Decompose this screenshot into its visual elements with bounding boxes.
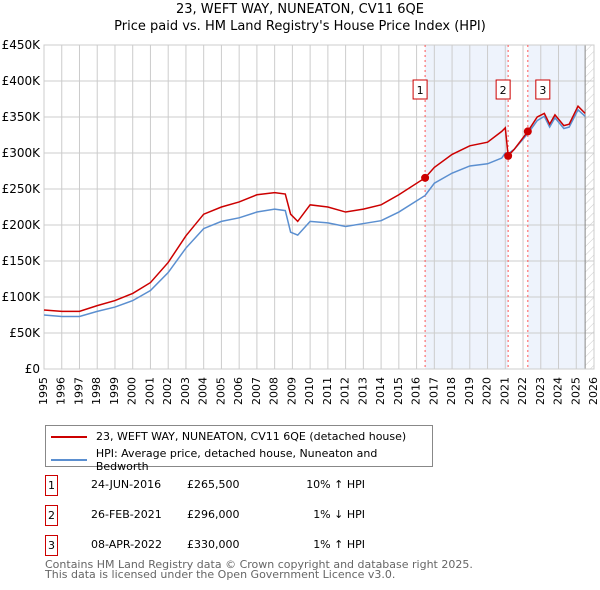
legend-property-label: 23, WEFT WAY, NUNEATON, CV11 6QE (detach…: [96, 430, 407, 443]
x-tick-label: 2002: [161, 377, 174, 405]
transaction-row: 2 26-FEB-2021 £296,000 1% ↓ HPI: [45, 505, 445, 526]
x-tick-label: 2006: [232, 377, 245, 405]
sale-label-box: [535, 79, 551, 100]
sale-point: [504, 151, 513, 160]
forecast-hatch: [585, 45, 594, 369]
x-tick-label: 2015: [392, 377, 405, 405]
transaction-price: £265,500: [187, 478, 240, 491]
transaction-row: 1 24-JUN-2016 £265,500 10% ↑ HPI: [45, 475, 445, 496]
x-tick-label: 2016: [410, 377, 423, 405]
footer-licence: This data is licensed under the Open Gov…: [45, 568, 396, 581]
sale-label-box: [495, 79, 511, 100]
x-tick-label: 2018: [445, 377, 458, 405]
x-tick-label: 2010: [303, 377, 316, 405]
price-chart: 1995 1996 1997 1998 1999 2000 2001 2002 2003 2004…: [2, 38, 600, 405]
sale-point: [421, 173, 430, 182]
legend-hpi-line: [51, 459, 87, 461]
transaction-badge: 2: [45, 505, 58, 526]
x-tick-label: 1995: [37, 377, 50, 405]
x-tick-label: 2000: [126, 377, 139, 405]
transaction-date: 26-FEB-2021: [91, 508, 162, 521]
footer-copyright: Contains HM Land Registry data © Crown c…: [45, 558, 473, 571]
y-tick-label: £250K: [2, 182, 42, 196]
y-tick-label: £350K: [2, 110, 42, 124]
x-tick-label: 2026: [587, 377, 600, 405]
transaction-hpi: 1% ↑ HPI: [313, 538, 365, 551]
y-tick-label: £450K: [2, 38, 42, 52]
x-tick-label: 1997: [72, 377, 85, 405]
y-tick-label: £100K: [2, 290, 42, 304]
x-tick-label: 2005: [214, 377, 227, 405]
transaction-badge: 1: [45, 475, 58, 496]
x-tick-label: 1996: [55, 377, 68, 405]
y-tick-label: £50K: [9, 326, 41, 340]
transaction-hpi: 10% ↑ HPI: [306, 478, 365, 491]
legend-property-line: [51, 435, 87, 438]
x-tick-label: 2014: [374, 377, 387, 405]
footer: Contains HM Land Registry data © Crown c…: [45, 558, 473, 581]
sale-label: 1: [417, 84, 424, 97]
transaction-date: 24-JUN-2016: [91, 478, 162, 491]
x-tick-label: 2021: [498, 377, 511, 405]
x-tick-label: 2023: [534, 377, 547, 405]
x-tick-label: 2013: [356, 377, 369, 405]
legend-hpi-label: HPI: Average price, detached house, Nune…: [95, 447, 378, 473]
transaction-row: 3 08-APR-2022 £330,000 1% ↑ HPI: [45, 535, 445, 556]
chart-title-line1: 23, WEFT WAY, NUNEATON, CV11 6QE: [175, 2, 424, 17]
y-tick-label: £0: [25, 362, 40, 376]
y-tick-label: £200K: [2, 218, 42, 232]
y-tick-label: £400K: [2, 74, 42, 88]
x-tick-label: 2009: [285, 377, 298, 405]
chart-title-line2: Price paid vs. HM Land Registry's House …: [114, 19, 486, 34]
legend: 23, WEFT WAY, NUNEATON, CV11 6QE (detach…: [45, 425, 433, 473]
x-tick-label: 2001: [143, 377, 156, 405]
property-line: [43, 104, 586, 313]
x-tick-label: 2007: [250, 377, 263, 405]
x-tick-label: 2024: [552, 377, 565, 405]
transaction-date: 08-APR-2022: [91, 538, 163, 551]
x-tick-label: 2017: [427, 377, 440, 405]
x-tick-label: 1999: [108, 377, 121, 405]
shade-region: [425, 45, 509, 369]
plot-frame: [43, 44, 595, 370]
hpi-line: [43, 108, 586, 318]
x-tick-label: 2025: [569, 377, 582, 405]
x-tick-label: 2008: [268, 377, 281, 405]
x-tick-label: 2022: [516, 377, 529, 405]
transaction-hpi: 1% ↓ HPI: [313, 508, 365, 521]
x-tick-label: 2011: [321, 377, 334, 405]
transaction-price: £330,000: [187, 538, 240, 551]
y-tick-label: £150K: [2, 254, 42, 268]
x-tick-label: 1998: [90, 377, 103, 405]
transaction-badge: 3: [45, 535, 58, 556]
sale-point: [523, 127, 532, 136]
x-tick-label: 2012: [339, 377, 352, 405]
x-tick-label: 2004: [197, 377, 210, 405]
x-tick-label: 2003: [179, 377, 192, 405]
sale-label-box: [412, 79, 428, 100]
transaction-price: £296,000: [187, 508, 240, 521]
x-tick-label: 2019: [463, 377, 476, 405]
sale-label: 3: [539, 84, 546, 97]
sale-label: 2: [500, 84, 507, 97]
x-tick-label: 2020: [481, 377, 494, 405]
y-tick-label: £300K: [2, 146, 42, 160]
